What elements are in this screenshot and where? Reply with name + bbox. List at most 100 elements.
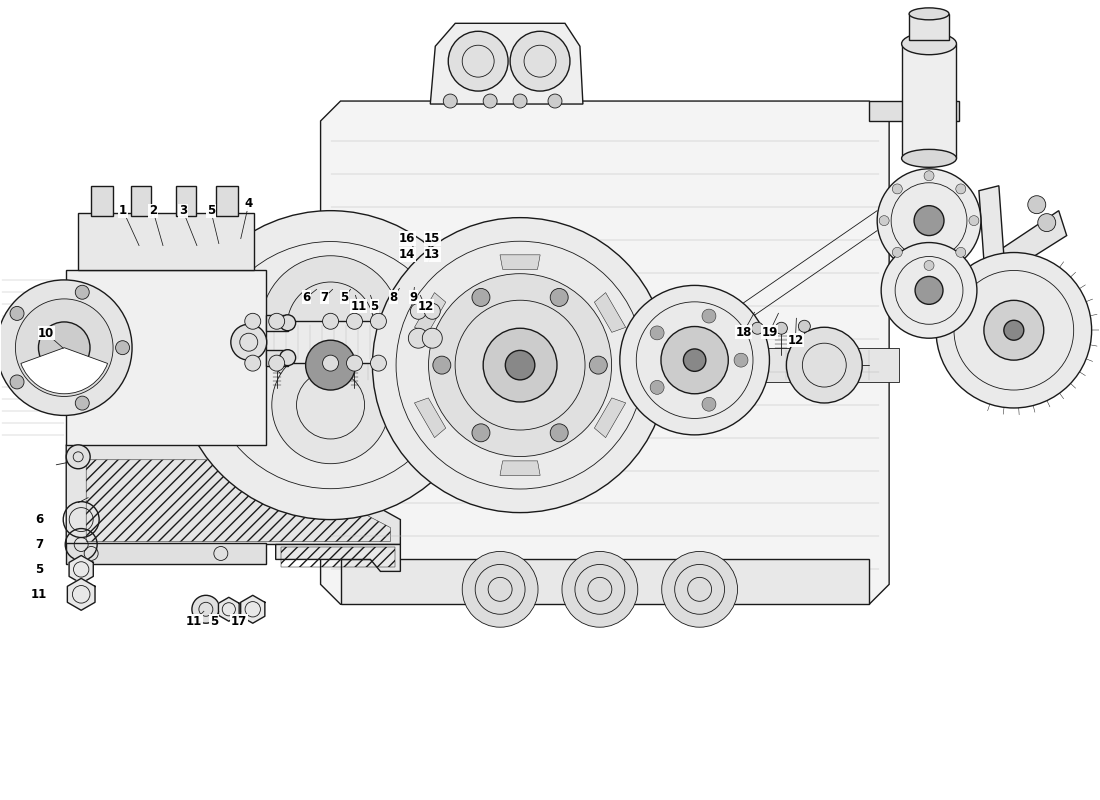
Polygon shape	[241, 595, 265, 623]
Ellipse shape	[902, 33, 957, 54]
Circle shape	[510, 31, 570, 91]
Circle shape	[662, 551, 737, 627]
Polygon shape	[67, 578, 95, 610]
Circle shape	[650, 381, 664, 394]
Circle shape	[799, 320, 811, 332]
Circle shape	[279, 314, 296, 330]
Circle shape	[10, 375, 24, 389]
Circle shape	[191, 595, 220, 623]
Circle shape	[983, 300, 1044, 360]
Circle shape	[548, 94, 562, 108]
Circle shape	[0, 280, 132, 415]
Polygon shape	[69, 555, 94, 583]
Text: 11: 11	[31, 588, 47, 601]
Circle shape	[10, 306, 24, 321]
Circle shape	[969, 216, 979, 226]
Circle shape	[322, 314, 339, 330]
Text: 4: 4	[244, 197, 253, 210]
Ellipse shape	[902, 150, 957, 167]
Circle shape	[936, 253, 1091, 408]
Circle shape	[661, 326, 728, 394]
Text: eurospares: eurospares	[609, 447, 821, 480]
Circle shape	[1037, 214, 1056, 231]
Circle shape	[1027, 196, 1046, 214]
Polygon shape	[219, 598, 239, 622]
Wedge shape	[21, 348, 108, 394]
Polygon shape	[415, 293, 446, 332]
Text: 5: 5	[340, 291, 349, 304]
Circle shape	[751, 322, 763, 334]
Bar	[176, 186, 196, 216]
Circle shape	[425, 303, 440, 319]
Circle shape	[462, 551, 538, 627]
Circle shape	[734, 353, 748, 367]
Circle shape	[39, 322, 90, 374]
Circle shape	[550, 424, 569, 442]
Circle shape	[15, 299, 113, 397]
Circle shape	[915, 277, 943, 304]
Text: 2: 2	[148, 204, 157, 217]
Text: 6: 6	[302, 291, 310, 304]
Circle shape	[346, 355, 363, 371]
Text: 5: 5	[371, 300, 378, 313]
Circle shape	[924, 170, 934, 181]
Text: 11: 11	[186, 614, 202, 628]
Circle shape	[443, 94, 458, 108]
Polygon shape	[979, 186, 1004, 261]
Circle shape	[472, 424, 490, 442]
Circle shape	[956, 184, 966, 194]
Circle shape	[786, 327, 862, 403]
Circle shape	[483, 94, 497, 108]
Text: eurospares: eurospares	[175, 357, 420, 395]
Text: 5: 5	[207, 204, 215, 217]
Circle shape	[776, 322, 788, 334]
Circle shape	[422, 328, 442, 348]
Polygon shape	[594, 398, 626, 438]
Circle shape	[410, 303, 427, 319]
Circle shape	[702, 309, 716, 323]
Bar	[91, 186, 113, 216]
Bar	[66, 542, 266, 565]
Circle shape	[449, 31, 508, 91]
Bar	[320, 348, 899, 382]
Circle shape	[619, 286, 769, 435]
Circle shape	[346, 314, 363, 330]
Circle shape	[472, 289, 490, 306]
Bar	[78, 213, 254, 270]
Bar	[231, 322, 426, 363]
Circle shape	[268, 355, 285, 371]
Text: 19: 19	[761, 326, 778, 338]
Circle shape	[306, 340, 355, 390]
Circle shape	[429, 274, 612, 457]
Circle shape	[75, 396, 89, 410]
Circle shape	[231, 324, 266, 360]
Text: 3: 3	[179, 204, 187, 217]
Circle shape	[373, 218, 668, 513]
Circle shape	[245, 355, 261, 371]
Circle shape	[924, 261, 934, 270]
Circle shape	[550, 289, 569, 306]
Bar	[66, 270, 266, 445]
Circle shape	[590, 356, 607, 374]
Circle shape	[513, 94, 527, 108]
Text: 16: 16	[399, 232, 416, 245]
Circle shape	[914, 206, 944, 235]
Polygon shape	[869, 101, 959, 121]
Text: 17: 17	[231, 614, 246, 628]
Text: 11: 11	[351, 300, 366, 313]
Polygon shape	[66, 445, 400, 545]
Circle shape	[371, 314, 386, 330]
Circle shape	[881, 242, 977, 338]
Circle shape	[877, 169, 981, 273]
Circle shape	[1004, 320, 1024, 340]
Polygon shape	[415, 398, 446, 438]
Ellipse shape	[909, 8, 949, 20]
Text: 9: 9	[409, 291, 418, 304]
Polygon shape	[500, 255, 540, 270]
Polygon shape	[276, 545, 400, 571]
Text: 12: 12	[417, 300, 433, 313]
Text: 6: 6	[35, 513, 43, 526]
Circle shape	[505, 350, 535, 380]
Text: 7: 7	[35, 538, 43, 551]
Circle shape	[562, 551, 638, 627]
